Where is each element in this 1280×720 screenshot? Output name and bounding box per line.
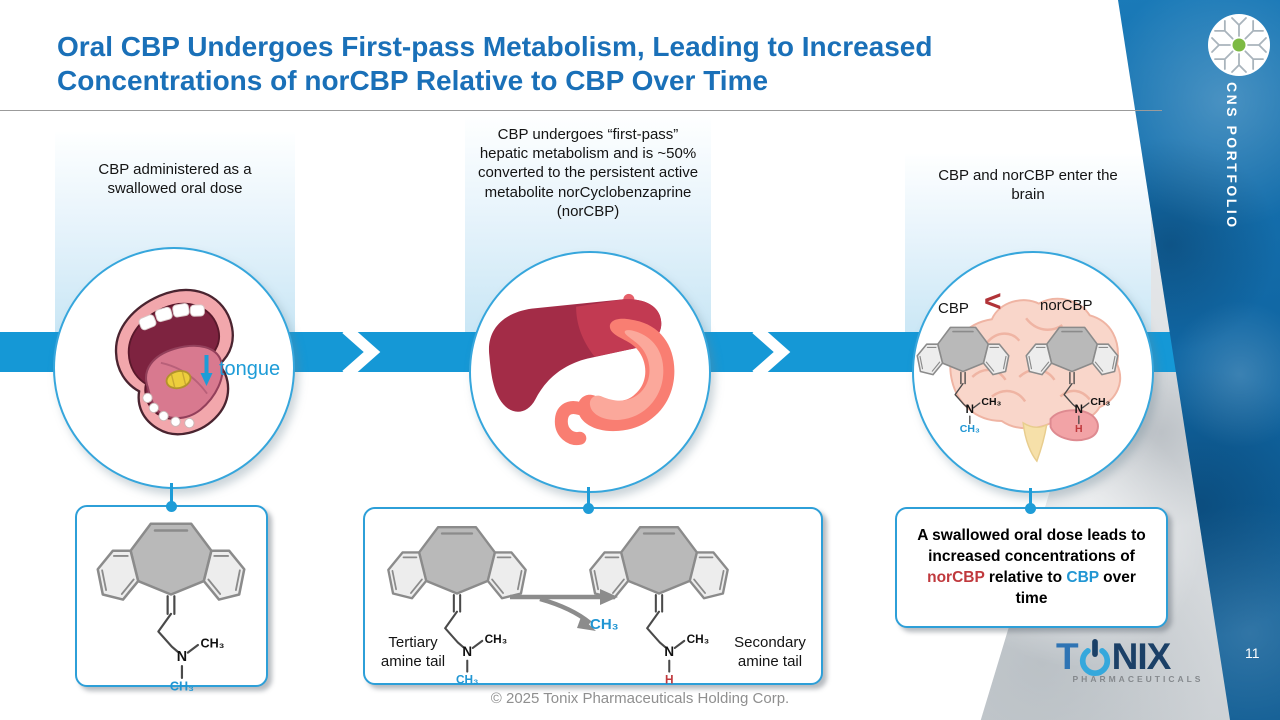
svg-text:CH₃: CH₃ bbox=[200, 637, 224, 651]
connector-3 bbox=[1029, 488, 1032, 511]
svg-text:N: N bbox=[966, 404, 974, 416]
cns-portfolio-label: CNS PORTFOLIO bbox=[1224, 82, 1240, 230]
chevron-separator-2 bbox=[752, 330, 791, 374]
svg-text:CH₃: CH₃ bbox=[1090, 396, 1110, 408]
svg-text:CH₃: CH₃ bbox=[981, 396, 1001, 408]
connector-dot-3 bbox=[1025, 503, 1036, 514]
logo-subtitle: PHARMACEUTICALS bbox=[1072, 674, 1204, 684]
norcbp-highlight: norCBP bbox=[927, 568, 985, 586]
reaction-arrow-icon bbox=[510, 589, 618, 631]
norcbp-label: norCBP bbox=[1040, 297, 1093, 314]
cbp-label: CBP bbox=[938, 300, 969, 317]
svg-text:N: N bbox=[1075, 404, 1083, 416]
copyright-text: © 2025 Tonix Pharmaceuticals Holding Cor… bbox=[490, 690, 790, 707]
svg-text:CH₃: CH₃ bbox=[960, 423, 980, 433]
step3-caption: CBP and norCBP enter the brain bbox=[938, 167, 1118, 204]
cbp-highlight: CBP bbox=[1066, 568, 1099, 586]
svg-text:N: N bbox=[177, 649, 187, 665]
logo-letters-nix: NIX bbox=[1111, 636, 1172, 677]
leaving-group-label: CH₃ bbox=[590, 616, 619, 633]
svg-text:CH₃: CH₃ bbox=[485, 632, 508, 646]
tongue-down-arrow-icon bbox=[200, 355, 213, 386]
tonix-logo: T NIX bbox=[1056, 636, 1172, 678]
secondary-amine-label: Secondary amine tail bbox=[734, 634, 806, 670]
tongue-label: tongue bbox=[219, 358, 281, 380]
svg-text:N: N bbox=[664, 644, 674, 659]
svg-text:CH₃: CH₃ bbox=[456, 673, 479, 687]
svg-text:H: H bbox=[665, 673, 674, 687]
tertiary-amine-label: Tertiary amine tail bbox=[380, 634, 446, 670]
logo-power-icon bbox=[1079, 639, 1110, 676]
tertiary-amine-molecule: N CH₃ CH₃ bbox=[387, 525, 527, 687]
summary-text: A swallowed oral dose leads to increased… bbox=[917, 527, 1146, 607]
svg-text:H: H bbox=[1075, 423, 1083, 433]
cbp-molecule: N CH₃ CH₃ bbox=[96, 522, 246, 693]
svg-text:CH₃: CH₃ bbox=[170, 679, 194, 693]
liver-stomach-illustration bbox=[488, 293, 675, 445]
page-title: Oral CBP Undergoes First-pass Metabolism… bbox=[57, 30, 1137, 97]
title-line-1: Oral CBP Undergoes First-pass Metabolism… bbox=[57, 31, 933, 62]
title-line-2: Concentrations of norCBP Relative to CBP… bbox=[57, 64, 769, 96]
step2-caption: CBP undergoes “first-pass” hepatic metab… bbox=[477, 126, 699, 220]
secondary-amine-molecule: N CH₃ H bbox=[589, 525, 729, 687]
connector-1 bbox=[170, 483, 173, 509]
mouth-illustration bbox=[114, 288, 234, 436]
summary-box: A swallowed oral dose leads to increased… bbox=[895, 507, 1168, 628]
less-than-sign: < bbox=[984, 285, 1002, 318]
connector-dot-2 bbox=[583, 503, 594, 514]
logo-letter-t: T bbox=[1056, 636, 1079, 677]
chevron-separator-1 bbox=[342, 330, 381, 374]
title-divider bbox=[0, 110, 1162, 111]
svg-text:N: N bbox=[462, 644, 472, 659]
connector-dot-1 bbox=[166, 501, 177, 512]
step1-caption: CBP administered as a swallowed oral dos… bbox=[98, 161, 252, 198]
connector-2 bbox=[587, 487, 590, 511]
norcbp-molecule-small: N CH₃ H bbox=[1025, 326, 1119, 433]
page-number: 11 bbox=[1245, 645, 1260, 661]
neuron-icon bbox=[1208, 14, 1270, 76]
cbp-molecule-small: N CH₃ CH₃ bbox=[916, 326, 1010, 433]
svg-text:CH₃: CH₃ bbox=[687, 632, 710, 646]
pill-icon bbox=[165, 369, 192, 390]
